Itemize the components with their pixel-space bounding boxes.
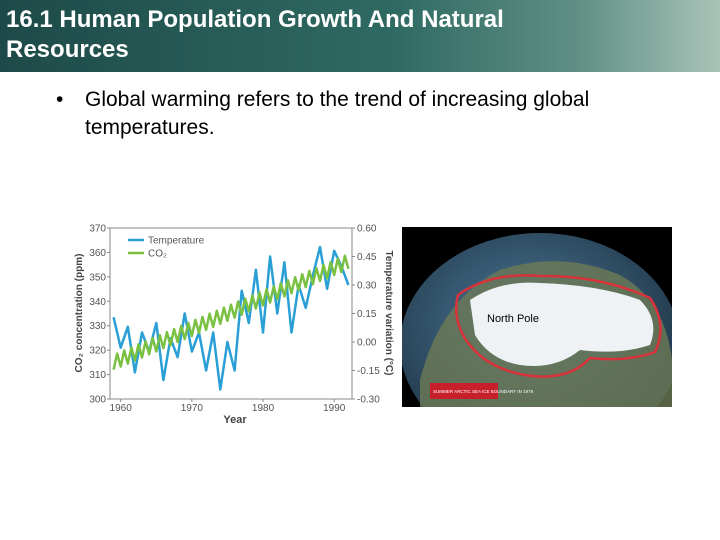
y-tick-label: 340	[89, 297, 106, 308]
y2-tick-label: 0.45	[357, 252, 377, 263]
y-axis-label: CO₂ concentration (ppm)	[74, 254, 85, 373]
y-tick-label: 360	[89, 248, 106, 259]
series-line	[112, 254, 350, 370]
x-tick-label: 1960	[110, 403, 133, 414]
y2-tick-label: 0.15	[357, 309, 377, 320]
plot-frame	[109, 227, 353, 400]
y-tick-label: 350	[89, 272, 106, 283]
map-caption: SUMMER ARCTIC SEA ICE BOUNDARY IN 1979	[433, 389, 534, 394]
x-tick-label: 1970	[181, 403, 204, 414]
slide-title: 16.1 Human Population Growth And Natural	[6, 6, 504, 33]
map-image: SUMMER ARCTIC SEA ICE BOUNDARY IN 1979 N…	[402, 227, 672, 407]
title-banner: 16.1 Human Population Growth And Natural…	[0, 0, 720, 72]
bullet-dot: •	[56, 88, 64, 111]
ice-boundary	[455, 274, 662, 378]
legend-label: Temperature	[148, 236, 205, 247]
x-axis-label: Year	[223, 414, 247, 426]
y-tick-label: 300	[89, 395, 106, 406]
y-tick-label: 310	[89, 370, 106, 381]
y2-tick-label: 0.30	[357, 281, 377, 292]
legend-label: CO₂	[148, 249, 167, 260]
y-tick-label: 330	[89, 321, 106, 332]
y2-tick-label: -0.15	[357, 366, 380, 377]
bullet: • Global warming refers to the trend of i…	[56, 86, 695, 142]
x-tick-label: 1980	[252, 403, 275, 414]
y2-axis-label: Temperature variation (°C)	[383, 251, 394, 376]
x-tick-label: 1990	[323, 403, 346, 414]
series-line	[112, 245, 350, 391]
caption-box	[430, 383, 498, 399]
y-tick-label: 320	[89, 346, 106, 357]
y2-tick-label: 0.60	[357, 224, 377, 235]
slide-title: Resources	[6, 36, 129, 63]
chart: Year CO₂ concentration (ppm) Temperature…	[74, 224, 394, 427]
bullet-text: Global warming refers to the trend of in…	[85, 88, 590, 139]
y-tick-label: 370	[89, 224, 106, 235]
map-label: North Pole	[487, 313, 539, 325]
y2-tick-label: -0.30	[357, 395, 380, 406]
y2-tick-label: 0.00	[357, 338, 377, 349]
sea-ice	[470, 282, 654, 366]
